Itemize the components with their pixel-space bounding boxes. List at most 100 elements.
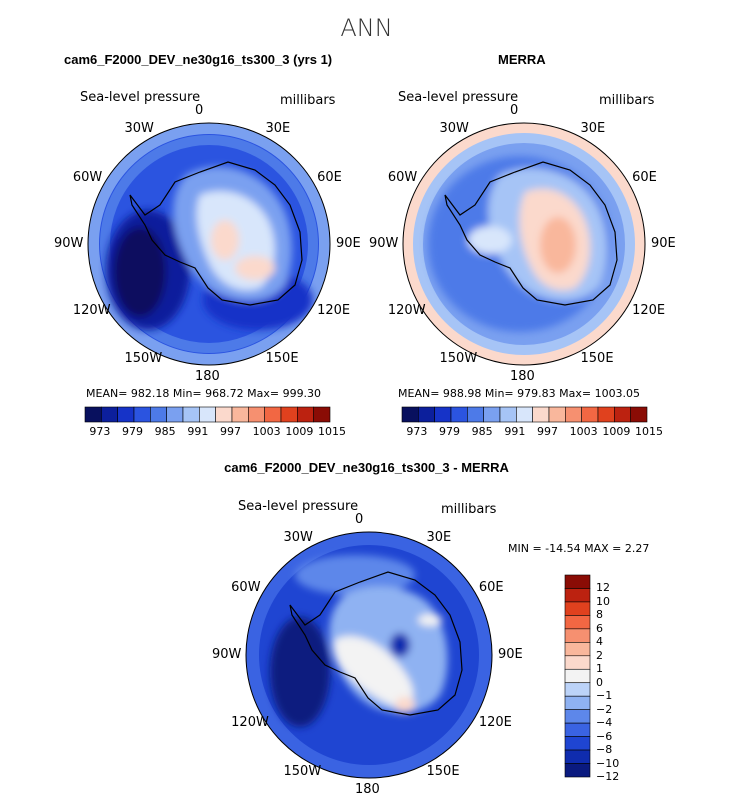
colorbar-3-tick-label: −8 (596, 743, 613, 757)
panel-1-lon-label: 150W (124, 351, 163, 367)
colorbar-2-tick-label: 1015 (635, 425, 663, 438)
panel-1-lon-label: 90E (336, 236, 361, 251)
panel-3-lon-label: 180 (355, 782, 380, 797)
colorbar-3-tick-label: −1 (596, 689, 613, 703)
colorbar-2-tick-label: 979 (439, 425, 460, 438)
colorbar-2-tick-label: 1003 (569, 425, 598, 438)
panel-3-field-label: Sea-level pressure (238, 499, 359, 514)
panel-2-lon-label: 30E (580, 120, 606, 136)
colorbar-3-tick-label: −12 (596, 770, 620, 783)
panel-2-lon-label: 120W (387, 302, 426, 318)
colorbar-1-tick-label: 997 (220, 425, 241, 438)
colorbar-3-tick-label: 6 (596, 621, 603, 635)
panel-3-lon-label: 90W (212, 647, 242, 662)
colorbar-1-tick-label: 985 (154, 425, 176, 438)
panel-1-stats: MEAN= 982.18 Min= 968.72 Max= 999.30 (86, 387, 322, 400)
panel-2-lon-label: 90E (651, 236, 676, 251)
colorbar-3-swatch (564, 709, 591, 724)
panel-3-heading: cam6_F2000_DEV_ne30g16_ts300_3 - MERRA (224, 460, 509, 475)
panel-1-lon-label: 30E (265, 120, 291, 136)
colorbar-2-swatch (630, 406, 648, 423)
colorbar-3-swatch (564, 695, 591, 710)
panel-1-lon-label: 180 (195, 369, 220, 384)
colorbar-1-tick-label: 1009 (285, 425, 314, 438)
colorbar-1-tick-label: 1003 (252, 425, 281, 438)
colorbar-2-tick-label: 985 (471, 425, 493, 438)
panel-2-units-label: millibars (599, 93, 655, 108)
panel-1-lon-label: 60E (317, 169, 342, 185)
panel-3-lon-label: 120W (231, 714, 269, 730)
map-3-fill (246, 532, 492, 778)
panel-3-lon-label: 90E (498, 647, 523, 662)
map-2-fill (403, 123, 645, 365)
panel-2-lon-label: 60W (387, 169, 418, 185)
panel-3-lon-label: 30W (283, 530, 313, 546)
colorbar-3-swatch (564, 628, 591, 643)
panel-3-lon-label: 60W (231, 579, 261, 595)
panel-3-lon-label: 150W (283, 763, 322, 779)
panel-3-lon-label: 120E (478, 714, 512, 730)
panel-1-heading: cam6_F2000_DEV_ne30g16_ts300_3 (yrs 1) (64, 52, 333, 67)
panel-3-lon-label: 30E (426, 530, 452, 546)
colorbar-1-tick-label: 973 (89, 425, 111, 438)
panel-2-lon-label: 180 (510, 369, 535, 384)
colorbar-3-tick-label: 4 (596, 635, 603, 649)
panel-2-lon-label: 150E (580, 351, 614, 367)
panel-2-field-label: Sea-level pressure (398, 90, 519, 105)
panel-3-units-label: millibars (441, 502, 497, 517)
panel-3-lon-label: 60E (478, 579, 504, 595)
colorbar-3-tick-label: 8 (596, 608, 603, 622)
colorbar-3-tick-label: −10 (596, 756, 620, 770)
panel-2-lon-label: 30W (439, 120, 469, 136)
colorbar-3-swatch (564, 668, 591, 684)
panel-1-lon-label: 120E (317, 302, 351, 318)
colorbar-3-tick-label: 2 (596, 648, 603, 662)
colorbar-3-swatch (564, 588, 591, 603)
colorbar-1-tick-label: 979 (122, 425, 143, 438)
panel-2-stats: MEAN= 988.98 Min= 979.83 Max= 1003.05 (398, 387, 641, 400)
colorbar-3-tick-label: 0 (596, 675, 603, 689)
colorbar-2-tick-label: 973 (406, 425, 428, 438)
panel-2-lon-label: 0 (510, 103, 519, 118)
colorbar-3-swatch (564, 655, 591, 670)
colorbar-1-tick-label: 991 (187, 425, 209, 438)
map-1-fill (88, 123, 330, 365)
colorbar-3-tick-label: 12 (596, 581, 610, 595)
panel-1-lon-label: 0 (195, 103, 204, 118)
colorbar-1-tick-label: 1015 (318, 425, 346, 438)
panel-2-lon-label: 120E (632, 302, 666, 318)
colorbar-3-swatch (564, 763, 591, 778)
panel-3-lon-label: 150E (426, 763, 460, 779)
panel-1-field-label: Sea-level pressure (80, 90, 201, 105)
colorbar-2-tick-label: 1009 (602, 425, 631, 438)
panel-1-lon-label: 30W (124, 120, 154, 136)
panel-3-stats: MIN = -14.54 MAX = 2.27 (508, 542, 650, 555)
colorbar-3-tick-label: 10 (596, 594, 610, 608)
colorbar-3-swatch (564, 574, 591, 589)
colorbar-3-swatch (564, 722, 591, 737)
colorbar-3-swatch (564, 601, 591, 616)
colorbar-3-swatch (564, 615, 591, 630)
colorbar-2-tick-label: 997 (537, 425, 558, 438)
colorbar-3-swatch (564, 642, 591, 657)
panel-1-units-label: millibars (280, 93, 336, 108)
colorbar-1-swatch (313, 406, 331, 423)
figure-title: ANN (340, 14, 393, 42)
panel-1-lon-label: 60W (72, 169, 103, 185)
panel-1-lon-label: 90W (54, 236, 84, 251)
colorbar-3-swatch (564, 749, 591, 764)
panel-2-lon-label: 90W (369, 236, 399, 251)
panel-2-lon-label: 150W (439, 351, 478, 367)
panel-2-lon-label: 60E (632, 169, 657, 185)
panel-2-heading: MERRA (498, 52, 546, 67)
colorbar-2-tick-label: 991 (504, 425, 526, 438)
panel-1-lon-label: 150E (265, 351, 299, 367)
colorbar-3-tick-label: −6 (596, 729, 613, 743)
colorbar-3-tick-label: −2 (596, 702, 613, 716)
